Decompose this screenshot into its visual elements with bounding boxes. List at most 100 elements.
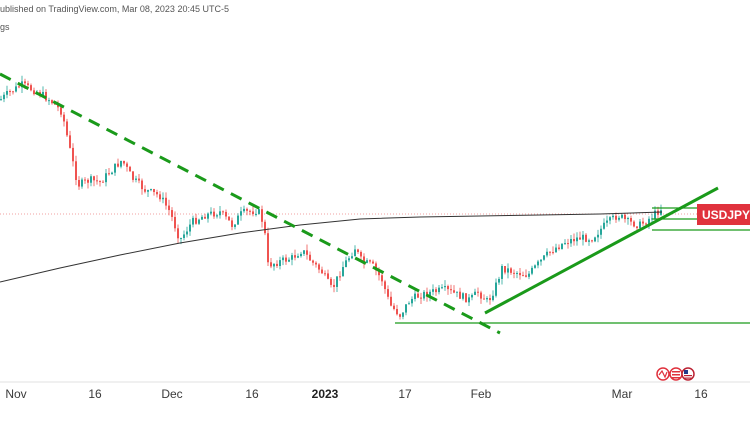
candle-body bbox=[228, 216, 230, 221]
descending-trendline[interactable] bbox=[0, 72, 501, 335]
candle-body bbox=[396, 308, 398, 315]
ascending-trendline[interactable] bbox=[484, 186, 719, 315]
candle-body bbox=[585, 234, 587, 242]
candle-body bbox=[405, 304, 407, 313]
candle-body bbox=[264, 221, 266, 234]
candle-body bbox=[546, 251, 548, 256]
candle-body bbox=[432, 289, 434, 292]
candle-body bbox=[645, 223, 647, 225]
candle-body bbox=[483, 298, 485, 300]
x-tick-label: Mar bbox=[612, 387, 633, 401]
candle-body bbox=[471, 294, 473, 298]
candle-body bbox=[270, 262, 272, 267]
flag-icon bbox=[669, 367, 683, 381]
candle-body bbox=[360, 251, 362, 257]
candle-body bbox=[237, 215, 239, 225]
candle-body bbox=[549, 251, 551, 253]
candle-body bbox=[306, 250, 308, 255]
candle-body bbox=[591, 240, 593, 242]
candle-body bbox=[453, 290, 455, 293]
candle-body bbox=[288, 259, 290, 262]
candle-body bbox=[231, 220, 233, 227]
candle-body bbox=[381, 275, 383, 282]
candle-body bbox=[159, 194, 161, 200]
candle-body bbox=[69, 135, 71, 148]
candle-body bbox=[438, 287, 440, 293]
candle-body bbox=[537, 261, 539, 266]
candle-body bbox=[99, 181, 101, 183]
candle-body bbox=[312, 260, 314, 263]
x-tick-label: Nov bbox=[5, 387, 26, 401]
candle-body bbox=[414, 293, 416, 299]
candle-body bbox=[627, 218, 629, 220]
candle-body bbox=[219, 211, 221, 216]
candle-body bbox=[135, 178, 137, 180]
candle-body bbox=[102, 181, 104, 183]
candle-body bbox=[141, 180, 143, 190]
candle-body bbox=[96, 180, 98, 182]
candle-body bbox=[654, 210, 656, 219]
candle-body bbox=[48, 100, 50, 102]
candle-body bbox=[177, 228, 179, 239]
candle-body bbox=[444, 286, 446, 288]
moving-average-line bbox=[0, 211, 663, 283]
candle-body bbox=[336, 276, 338, 287]
x-tick-label: 2023 bbox=[312, 387, 339, 401]
candle-body bbox=[0, 99, 2, 101]
candle-body bbox=[621, 214, 623, 218]
candle-body bbox=[129, 166, 131, 172]
candle-body bbox=[525, 275, 527, 277]
candle-body bbox=[189, 224, 191, 232]
candle-body bbox=[30, 85, 32, 91]
candle-body bbox=[435, 289, 437, 293]
candle-body bbox=[117, 163, 119, 167]
candle-body bbox=[609, 217, 611, 221]
candle-body bbox=[156, 192, 158, 195]
candle-body bbox=[642, 221, 644, 224]
candle-body bbox=[42, 91, 44, 96]
candle-body bbox=[282, 257, 284, 261]
symbol-price-label: USDJPY bbox=[697, 204, 750, 225]
candle-body bbox=[357, 249, 359, 252]
candle-body bbox=[351, 256, 353, 259]
candle-body bbox=[507, 268, 509, 273]
candle-body bbox=[78, 179, 80, 187]
candle-body bbox=[456, 291, 458, 293]
candle-body bbox=[279, 260, 281, 266]
candle-body bbox=[588, 240, 590, 242]
candle-body bbox=[147, 190, 149, 192]
candle-body bbox=[480, 292, 482, 299]
tradingview-logo-icon bbox=[656, 367, 670, 381]
candle-body bbox=[318, 264, 320, 270]
candle-body bbox=[465, 293, 467, 303]
candle-body bbox=[618, 217, 620, 220]
currency-flag-icon bbox=[681, 367, 695, 381]
x-axis-ticks: Nov 16 Dec 16 2023 17 Feb Mar 16 bbox=[5, 387, 708, 401]
candle-body bbox=[183, 234, 185, 239]
candle-body bbox=[51, 100, 53, 104]
x-tick-label: Dec bbox=[161, 387, 182, 401]
candle-body bbox=[594, 237, 596, 242]
candle-body bbox=[234, 224, 236, 227]
candle-body bbox=[462, 293, 464, 299]
candle-body bbox=[120, 160, 122, 167]
candle-body bbox=[375, 263, 377, 271]
candle-body bbox=[126, 163, 128, 167]
candle-body bbox=[195, 217, 197, 224]
candle-body bbox=[57, 104, 59, 108]
candle-body bbox=[138, 178, 140, 181]
candle-body bbox=[468, 297, 470, 303]
candle-body bbox=[222, 211, 224, 213]
candle-body bbox=[378, 270, 380, 276]
candle-body bbox=[504, 265, 506, 273]
candle-body bbox=[192, 217, 194, 225]
candle-body bbox=[297, 256, 299, 258]
candle-body bbox=[630, 218, 632, 222]
candle-body bbox=[564, 243, 566, 245]
candle-body bbox=[66, 121, 68, 136]
candle-body bbox=[567, 243, 569, 245]
x-tick-label: 16 bbox=[245, 387, 259, 401]
candle-body bbox=[441, 287, 443, 289]
